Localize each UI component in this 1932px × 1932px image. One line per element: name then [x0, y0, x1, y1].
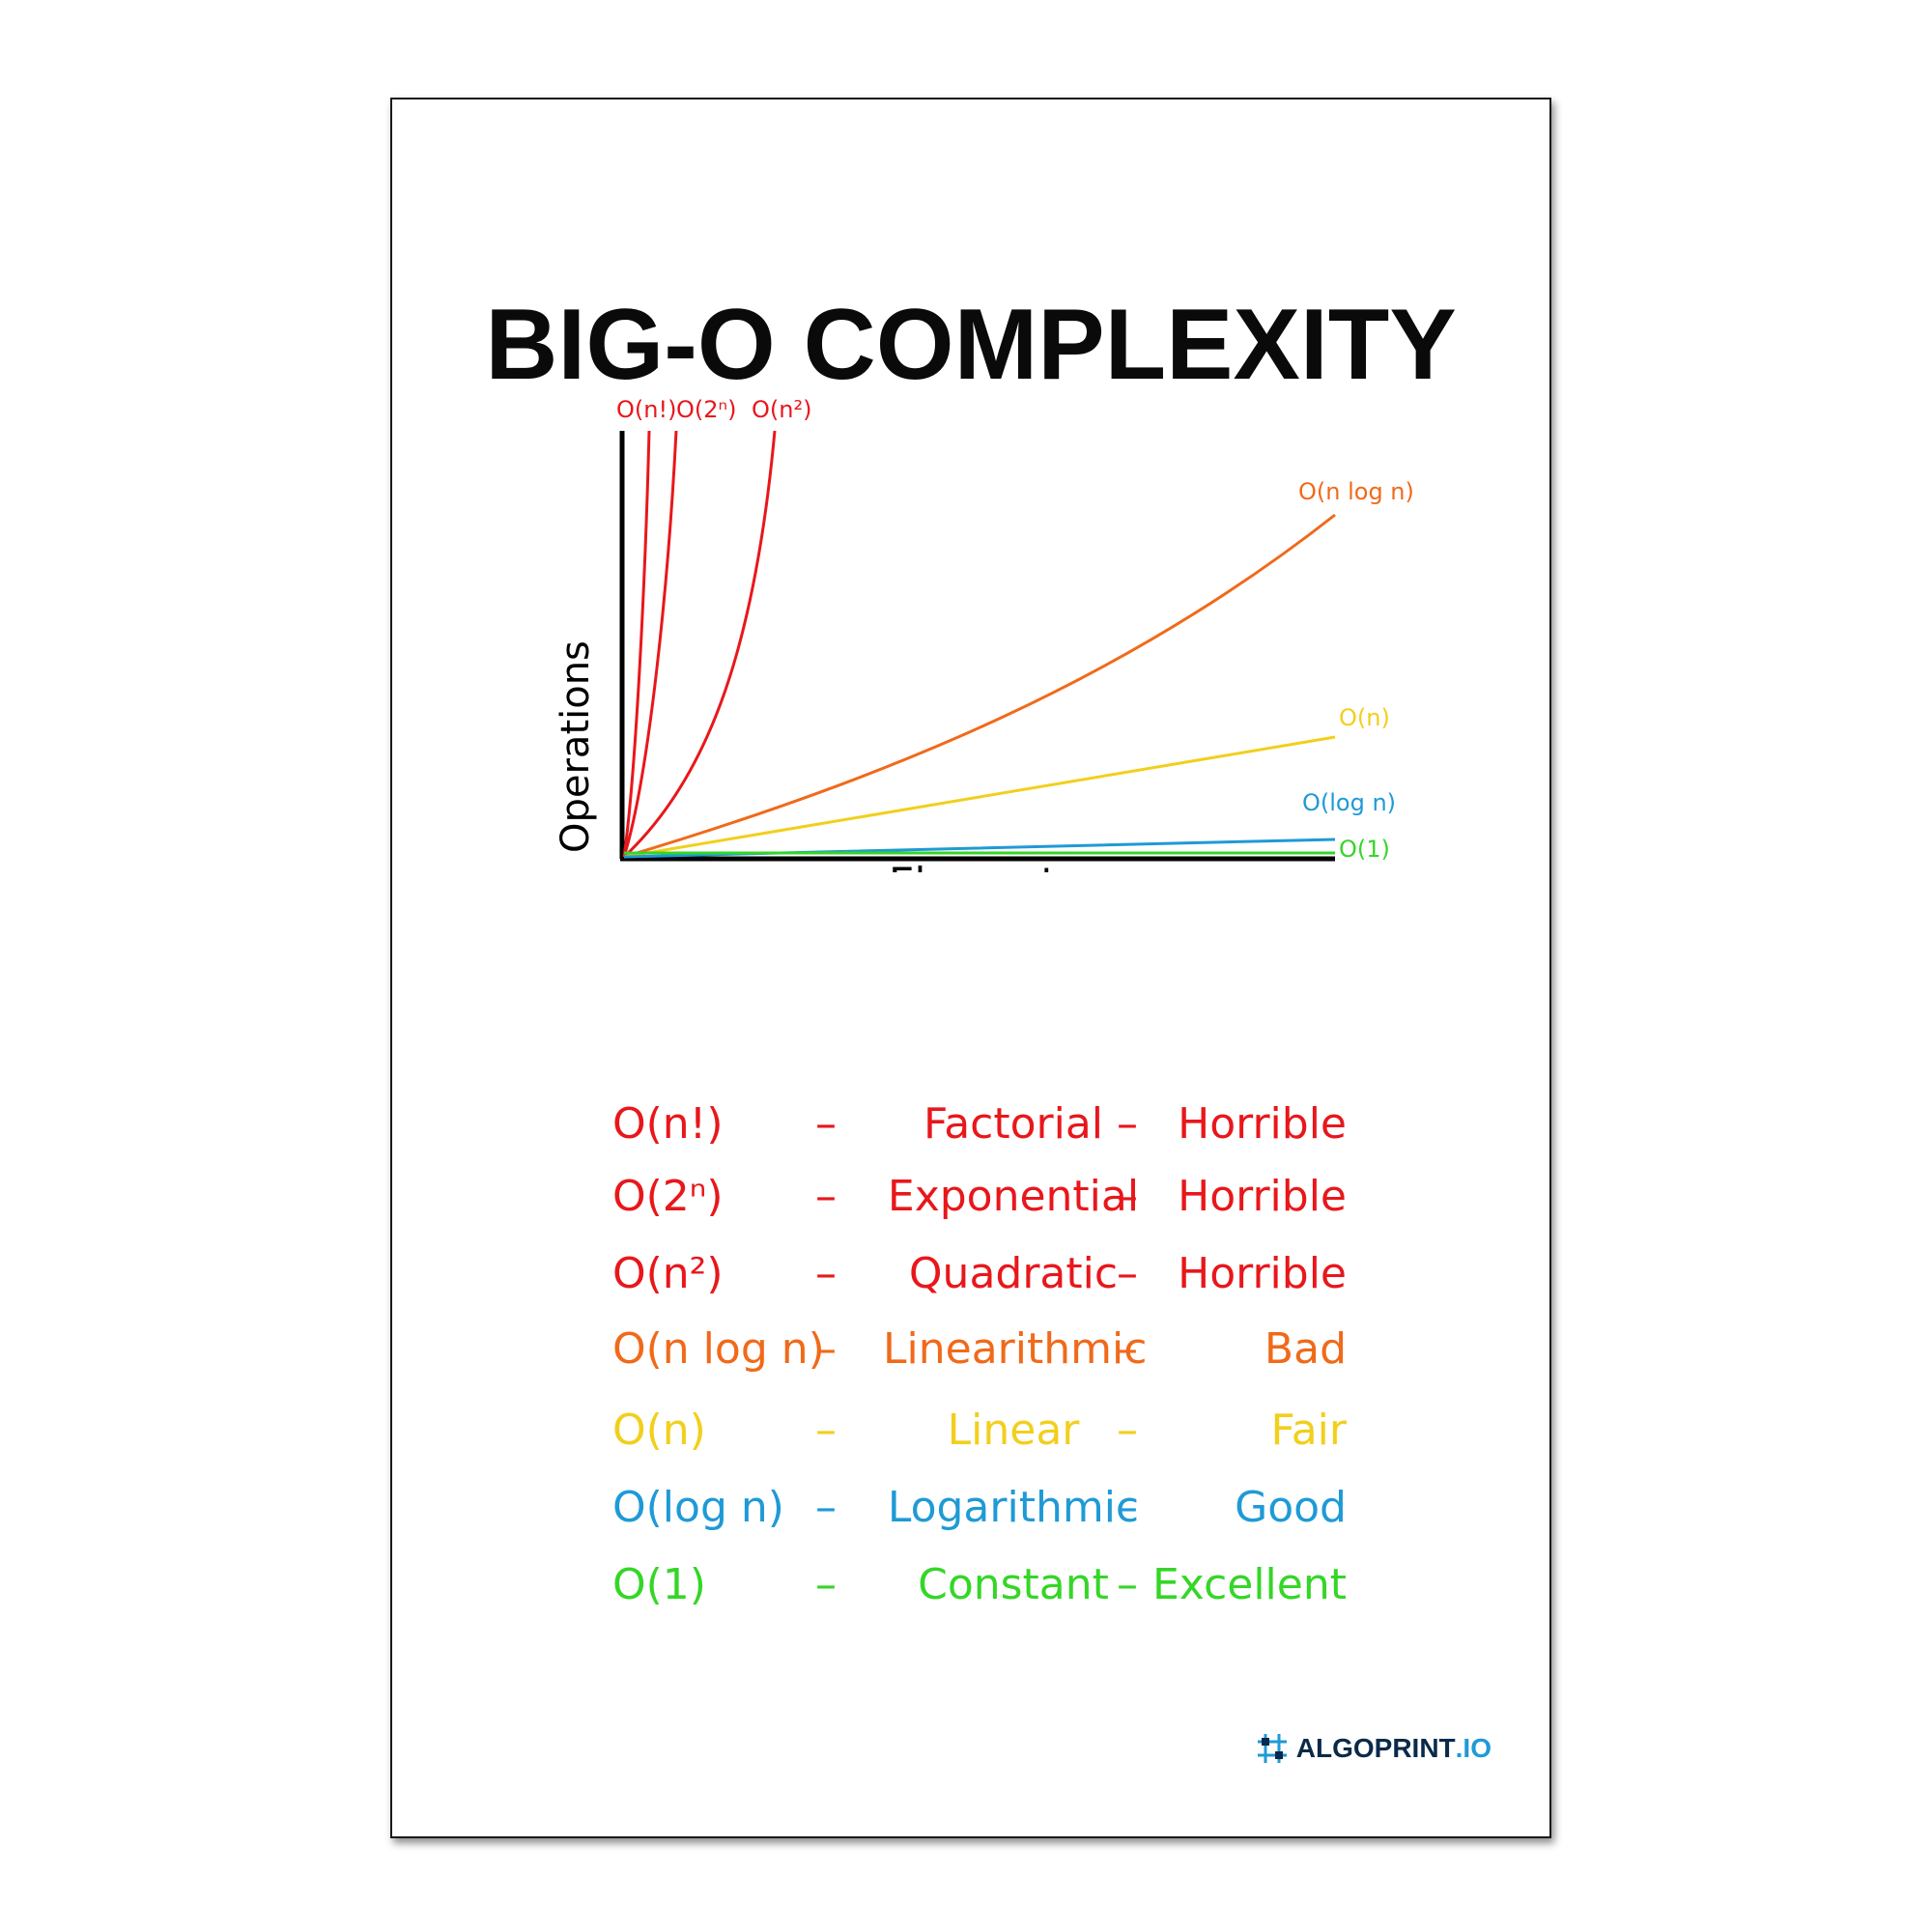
- series-label: O(log n): [1302, 789, 1396, 816]
- notation: O(n!): [612, 1099, 724, 1149]
- notation: O(n log n): [612, 1324, 825, 1374]
- page-title: BIG-O COMPLEXITY: [485, 289, 1457, 401]
- notation: O(n²): [612, 1249, 724, 1298]
- complexity-name: Factorial: [923, 1099, 1104, 1149]
- legend-row: O(n²) – Quadratic – Horrible: [612, 1249, 1347, 1317]
- separator: –: [815, 1249, 837, 1298]
- separator: –: [815, 1406, 837, 1455]
- separator: –: [1117, 1324, 1138, 1374]
- separator: –: [815, 1099, 837, 1149]
- legend-row: O(n!) – Factorial – Horrible: [612, 1099, 1347, 1167]
- complexity-chart: O(n!) O(2ⁿ) O(n²) O(n log n) O(n) O(log n) O(1…: [554, 396, 1414, 872]
- notation: O(n): [612, 1406, 706, 1455]
- legend-row: O(1) – Constant – Excellent: [612, 1560, 1347, 1628]
- poster: BIG-O COMPLEXITY O(n!) O(2ⁿ) O(n²) O(n log …: [390, 98, 1551, 1838]
- series-label: O(2ⁿ): [676, 396, 736, 423]
- brand-logo: ALGOPRINT .IO: [1256, 1732, 1492, 1765]
- complexity-name: Exponential: [887, 1172, 1140, 1221]
- separator: –: [815, 1560, 837, 1609]
- notation: O(1): [612, 1560, 706, 1609]
- separator: –: [815, 1483, 837, 1532]
- legend-row: O(n) – Linear – Fair: [612, 1406, 1347, 1473]
- series-line: [623, 513, 1336, 859]
- series-label: O(n log n): [1298, 478, 1414, 505]
- series-line: [622, 430, 777, 859]
- series-line: [623, 735, 1336, 859]
- brand-name: ALGOPRINT: [1295, 1733, 1456, 1763]
- rating: Horrible: [1178, 1172, 1347, 1221]
- x-axis-label: Elements: [889, 859, 1078, 872]
- rating: Good: [1235, 1483, 1347, 1532]
- complexity-name: Logarithmic: [887, 1483, 1140, 1532]
- brand-suffix: .IO: [1455, 1733, 1492, 1763]
- separator: –: [1117, 1483, 1138, 1532]
- series-line: [622, 430, 678, 858]
- rating: Excellent: [1152, 1560, 1347, 1609]
- complexity-legend: O(n!) – Factorial – Horrible O(2ⁿ) – Exp…: [612, 99, 1347, 1609]
- rating: Horrible: [1178, 1249, 1347, 1298]
- complexity-name: Quadratic: [908, 1249, 1119, 1298]
- separator: –: [1117, 1172, 1138, 1221]
- separator: –: [1117, 1249, 1138, 1298]
- notation: O(2ⁿ): [612, 1172, 724, 1221]
- series-label: O(n!): [616, 396, 676, 423]
- algoprint-logo-icon: [1257, 1734, 1287, 1763]
- separator: –: [815, 1324, 837, 1374]
- rating: Fair: [1270, 1406, 1347, 1455]
- y-axis-label: Operations: [554, 640, 598, 853]
- notation: O(log n): [612, 1483, 784, 1532]
- separator: –: [1117, 1406, 1138, 1455]
- complexity-name: Constant: [918, 1560, 1109, 1609]
- separator: –: [815, 1172, 837, 1221]
- separator: –: [1117, 1560, 1138, 1609]
- rating: Bad: [1264, 1324, 1347, 1374]
- legend-row: O(n log n) – Linearithmic – Bad: [612, 1324, 1347, 1392]
- series-label: O(1): [1339, 836, 1390, 863]
- complexity-name: Linearithmic: [883, 1324, 1148, 1374]
- legend-row: O(log n) – Logarithmic – Good: [612, 1483, 1347, 1550]
- rating: Horrible: [1178, 1099, 1347, 1149]
- series-label: O(n²): [752, 396, 811, 423]
- series-line: [622, 430, 651, 858]
- separator: –: [1117, 1099, 1138, 1149]
- complexity-name: Linear: [947, 1406, 1080, 1455]
- series-label: O(n): [1339, 704, 1390, 731]
- legend-row: O(2ⁿ) – Exponential – Horrible: [612, 1172, 1347, 1239]
